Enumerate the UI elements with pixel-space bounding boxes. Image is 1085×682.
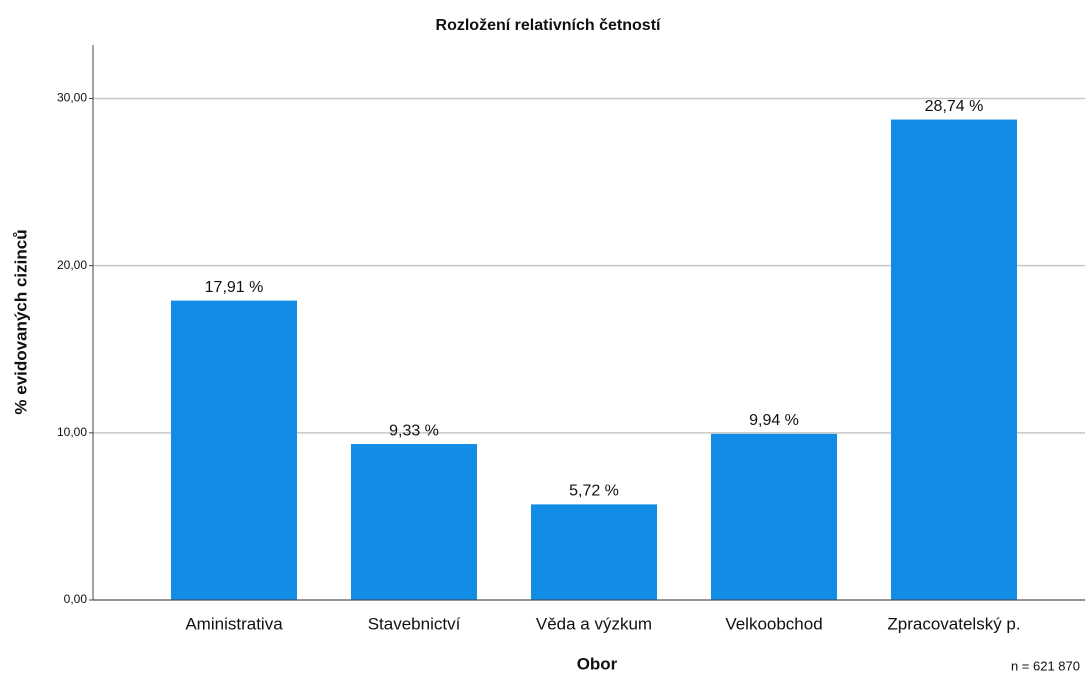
x-tick-label: Velkoobchod (725, 614, 822, 633)
y-axis-label: % evidovaných cizinců (11, 229, 30, 414)
value-label: 5,72 % (569, 483, 619, 500)
bar (171, 300, 297, 600)
y-tick-label: 10,00 (57, 425, 87, 439)
x-tick-label: Aministrativa (185, 614, 283, 633)
x-tick-label: Stavebnictví (368, 614, 461, 633)
chart-title: Rozložení relativních četností (436, 17, 661, 34)
annotation: n = 621 870 (1011, 658, 1080, 673)
marks: 17,91 % 9,33 % 5,72 % 9,94 % 28,74 % (171, 98, 1017, 601)
value-label: 28,74 % (925, 98, 984, 115)
x-tick-label: Věda a výzkum (536, 614, 652, 633)
bar (351, 444, 477, 600)
bar (711, 433, 837, 600)
y-tick-label: 20,00 (57, 258, 87, 272)
value-label: 9,33 % (389, 422, 439, 439)
y-tick-label: 30,00 (57, 91, 87, 105)
x-tick-label: Zpracovatelský p. (887, 614, 1020, 633)
bar (891, 119, 1017, 601)
bar (531, 504, 657, 600)
value-label: 9,94 % (749, 412, 799, 429)
y-tick-label: 0,00 (64, 592, 88, 606)
value-label: 17,91 % (205, 279, 264, 296)
x-axis-label: Obor (577, 654, 618, 673)
